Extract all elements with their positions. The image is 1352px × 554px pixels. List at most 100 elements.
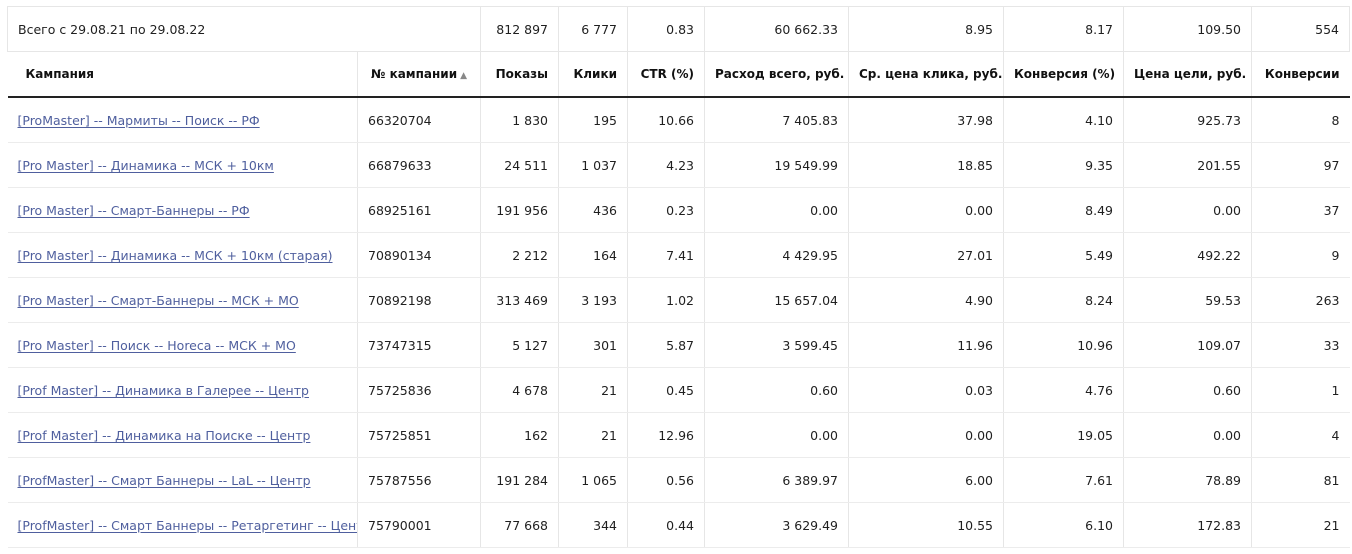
cell-clicks: 344	[558, 502, 628, 548]
cell-goal-cost: 0.60	[1123, 367, 1252, 413]
cell-conversions: 81	[1251, 457, 1350, 503]
cell-spend: 0.00	[704, 187, 849, 233]
cell-goal-cost: 78.89	[1123, 457, 1252, 503]
totals-conversion-rate: 8.17	[1003, 6, 1124, 52]
campaign-stats-table: Всего с 29.08.21 по 29.08.22 812 897 6 7…	[7, 6, 1350, 548]
campaign-number: 73747315	[357, 322, 481, 368]
cell-spend: 4 429.95	[704, 232, 849, 278]
cell-conversion-rate: 10.96	[1003, 322, 1124, 368]
table-row: [Pro Master] -- Смарт-Баннеры -- РФ 6892…	[7, 187, 1350, 233]
cell-ctr: 12.96	[627, 412, 705, 458]
cell-cpc: 10.55	[848, 502, 1004, 548]
cell-spend: 3 629.49	[704, 502, 849, 548]
cell-goal-cost: 0.00	[1123, 187, 1252, 233]
campaign-number: 70890134	[357, 232, 481, 278]
campaign-link[interactable]: [Pro Master] -- Смарт-Баннеры -- РФ	[17, 202, 250, 218]
totals-clicks: 6 777	[558, 6, 628, 52]
cell-spend: 0.00	[704, 412, 849, 458]
campaign-number: 70892198	[357, 277, 481, 323]
campaign-number: 66320704	[357, 97, 481, 143]
campaign-number: 75725851	[357, 412, 481, 458]
totals-cpc: 8.95	[848, 6, 1004, 52]
column-header-spend[interactable]: Расход всего, руб.	[704, 51, 849, 98]
campaign-number: 75790001	[357, 502, 481, 548]
cell-conversions: 1	[1251, 367, 1350, 413]
totals-impressions: 812 897	[480, 6, 559, 52]
table-body: [ProMaster] -- Мармиты -- Поиск -- РФ 66…	[7, 97, 1350, 548]
cell-impressions: 191 956	[480, 187, 559, 233]
cell-conversions: 8	[1251, 97, 1350, 143]
cell-conversion-rate: 8.49	[1003, 187, 1124, 233]
cell-clicks: 301	[558, 322, 628, 368]
column-header-campaign-number-label: № кампании	[370, 67, 458, 81]
column-header-impressions[interactable]: Показы	[480, 51, 559, 98]
cell-ctr: 0.56	[627, 457, 705, 503]
column-header-campaign[interactable]: Кампания	[7, 51, 358, 98]
cell-conversion-rate: 4.10	[1003, 97, 1124, 143]
cell-ctr: 0.45	[627, 367, 705, 413]
cell-clicks: 164	[558, 232, 628, 278]
totals-spend: 60 662.33	[704, 6, 849, 52]
campaign-link[interactable]: [ProfMaster] -- Смарт Баннеры -- LaL -- …	[17, 472, 311, 488]
campaign-link[interactable]: [Pro Master] -- Поиск -- Horeca -- МСК +…	[17, 337, 296, 353]
cell-cpc: 0.00	[848, 187, 1004, 233]
campaign-number: 75725836	[357, 367, 481, 413]
campaign-link[interactable]: [Prof Master] -- Динамика на Поиске -- Ц…	[17, 427, 311, 443]
cell-spend: 0.60	[704, 367, 849, 413]
cell-spend: 19 549.99	[704, 142, 849, 188]
totals-goal-cost: 109.50	[1123, 6, 1252, 52]
column-header-goal-cost[interactable]: Цена цели, руб.	[1123, 51, 1252, 98]
cell-conversions: 97	[1251, 142, 1350, 188]
campaign-link[interactable]: [ProfMaster] -- Смарт Баннеры -- Ретарге…	[17, 517, 358, 533]
campaign-link[interactable]: [Pro Master] -- Динамика -- МСК + 10км (…	[17, 247, 333, 263]
cell-conversion-rate: 5.49	[1003, 232, 1124, 278]
column-header-cpc[interactable]: Ср. цена клика, руб.	[848, 51, 1004, 98]
cell-impressions: 162	[480, 412, 559, 458]
cell-cpc: 6.00	[848, 457, 1004, 503]
cell-conversion-rate: 6.10	[1003, 502, 1124, 548]
column-header-conversions[interactable]: Конверсии	[1251, 51, 1350, 98]
cell-cpc: 4.90	[848, 277, 1004, 323]
column-header-conversion-rate[interactable]: Конверсия (%)	[1003, 51, 1124, 98]
cell-conversions: 37	[1251, 187, 1350, 233]
cell-ctr: 10.66	[627, 97, 705, 143]
cell-goal-cost: 59.53	[1123, 277, 1252, 323]
table-row: [Pro Master] -- Смарт-Баннеры -- МСК + М…	[7, 277, 1350, 323]
cell-cpc: 11.96	[848, 322, 1004, 368]
cell-clicks: 21	[558, 412, 628, 458]
campaign-link[interactable]: [Pro Master] -- Динамика -- МСК + 10км	[17, 157, 274, 173]
cell-clicks: 1 037	[558, 142, 628, 188]
cell-impressions: 77 668	[480, 502, 559, 548]
table-row: [Pro Master] -- Поиск -- Horeca -- МСК +…	[7, 322, 1350, 368]
table-header: Кампания № кампании ▲ Показы Клики CTR (%…	[7, 51, 1350, 98]
cell-ctr: 0.23	[627, 187, 705, 233]
table-row: [ProfMaster] -- Смарт Баннеры -- Ретарге…	[7, 502, 1350, 548]
cell-impressions: 4 678	[480, 367, 559, 413]
table-row: [Pro Master] -- Динамика -- МСК + 10км (…	[7, 232, 1350, 278]
campaign-link[interactable]: [Pro Master] -- Смарт-Баннеры -- МСК + М…	[17, 292, 299, 308]
cell-cpc: 0.03	[848, 367, 1004, 413]
cell-ctr: 4.23	[627, 142, 705, 188]
campaign-number: 75787556	[357, 457, 481, 503]
campaign-link[interactable]: [Prof Master] -- Динамика в Галерее -- Ц…	[17, 382, 309, 398]
cell-conversions: 21	[1251, 502, 1350, 548]
cell-conversion-rate: 19.05	[1003, 412, 1124, 458]
cell-ctr: 0.44	[627, 502, 705, 548]
column-header-campaign-number[interactable]: № кампании ▲	[357, 51, 481, 98]
campaign-link[interactable]: [ProMaster] -- Мармиты -- Поиск -- РФ	[17, 112, 260, 128]
cell-spend: 6 389.97	[704, 457, 849, 503]
column-header-clicks[interactable]: Клики	[558, 51, 628, 98]
cell-clicks: 21	[558, 367, 628, 413]
totals-ctr: 0.83	[627, 6, 705, 52]
table-row: [Prof Master] -- Динамика на Поиске -- Ц…	[7, 412, 1350, 458]
cell-cpc: 37.98	[848, 97, 1004, 143]
cell-goal-cost: 925.73	[1123, 97, 1252, 143]
cell-cpc: 0.00	[848, 412, 1004, 458]
cell-ctr: 1.02	[627, 277, 705, 323]
campaign-number: 68925161	[357, 187, 481, 233]
totals-conversions: 554	[1251, 6, 1350, 52]
cell-ctr: 7.41	[627, 232, 705, 278]
cell-goal-cost: 172.83	[1123, 502, 1252, 548]
column-header-ctr[interactable]: CTR (%)	[627, 51, 705, 98]
